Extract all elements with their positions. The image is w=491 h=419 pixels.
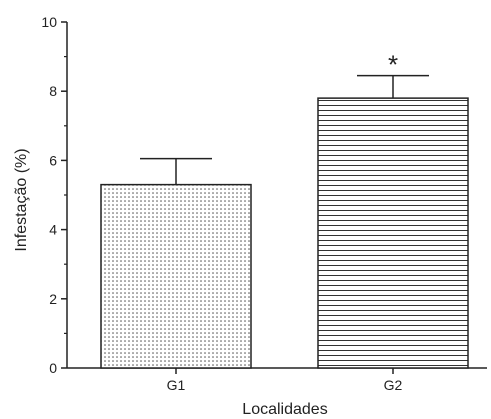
y-axis: 0 2 4 6 8 10 xyxy=(41,14,68,376)
bar-g1 xyxy=(100,183,252,369)
bars: * xyxy=(100,50,469,369)
y-tick-label: 0 xyxy=(49,360,57,376)
x-tick-label: G2 xyxy=(384,377,403,393)
y-tick-label: 8 xyxy=(49,83,57,99)
y-tick-label: 4 xyxy=(49,222,57,238)
x-axis-label: Localidades xyxy=(242,401,327,418)
significance-marker: * xyxy=(388,50,398,80)
y-tick-label: 2 xyxy=(49,291,57,307)
y-axis-label: Infestação (%) xyxy=(13,148,30,251)
bar-g2 xyxy=(317,97,469,369)
y-tick-label: 6 xyxy=(49,152,57,168)
y-tick-label: 10 xyxy=(41,14,57,30)
x-axis: G1 G2 xyxy=(67,367,487,393)
x-tick-label: G1 xyxy=(167,377,186,393)
